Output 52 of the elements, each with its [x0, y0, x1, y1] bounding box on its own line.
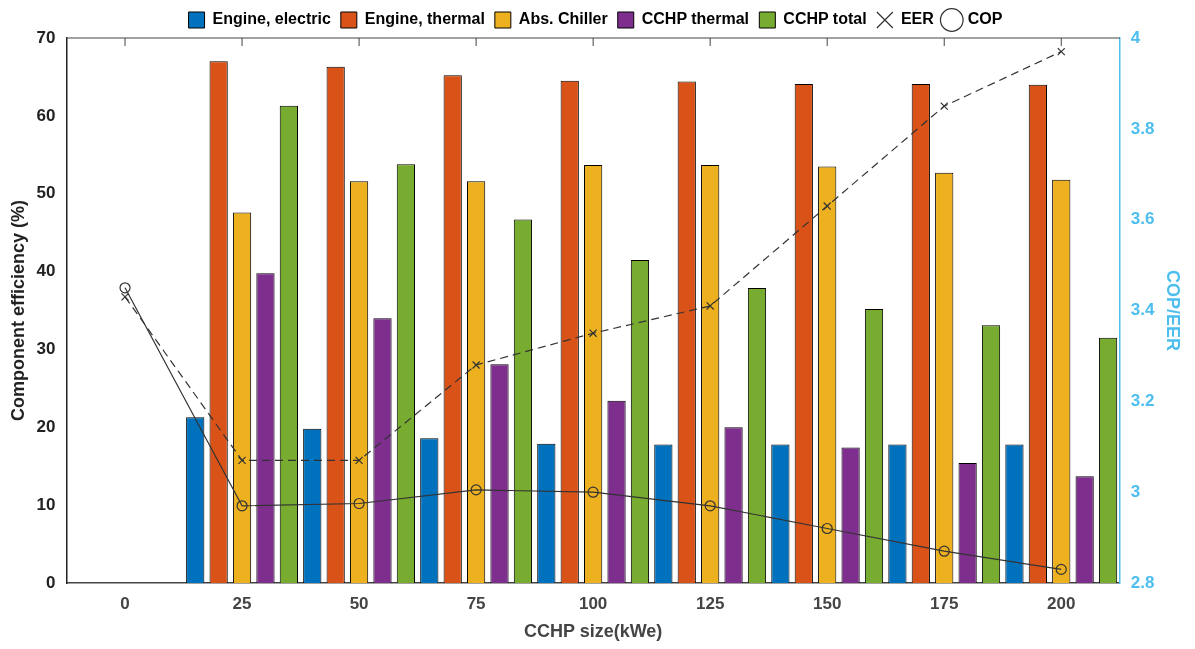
y-tick-label: 30	[36, 339, 56, 359]
legend-label: Engine, thermal	[364, 10, 485, 28]
point	[1057, 47, 1066, 56]
point	[704, 500, 716, 512]
y2-tick-label: 2.8	[1130, 572, 1155, 592]
point	[706, 301, 715, 311]
y2-tick-label: 3.2	[1130, 391, 1155, 411]
y2-tick-label: 3	[1130, 481, 1141, 501]
point	[589, 329, 598, 338]
x-tick-label: 150	[813, 593, 842, 613]
y-tick-label: 40	[36, 261, 56, 281]
y-tick-label: 50	[36, 183, 56, 203]
legend-label: COP	[967, 10, 1003, 28]
y-axis-title: Component efficiency (%)	[7, 199, 28, 422]
point	[354, 456, 364, 465]
y2-tick-label: 3.8	[1130, 118, 1155, 138]
legend-label: Engine, electric	[212, 10, 331, 28]
point	[120, 292, 130, 302]
point	[940, 101, 949, 111]
point	[470, 484, 482, 496]
point	[823, 201, 832, 211]
x-tick-label: 50	[349, 593, 369, 613]
point	[1055, 563, 1067, 575]
legend-label: EER	[900, 10, 935, 28]
x-axis-title: CCHP size(kWe)	[523, 621, 663, 642]
legend-label: Abs. Chiller	[518, 10, 608, 28]
y-tick-label: 20	[36, 416, 56, 436]
y-tick-label: 60	[36, 105, 56, 125]
x-tick-label: 25	[232, 593, 252, 613]
y-tick-label: 0	[46, 572, 56, 592]
legend-label: CCHP total	[783, 10, 867, 28]
x-tick-label: 125	[695, 593, 725, 613]
point	[236, 500, 248, 512]
point	[353, 497, 365, 510]
x-tick-label: 0	[120, 593, 130, 613]
point	[119, 282, 131, 294]
y2-tick-label: 3.6	[1130, 209, 1155, 229]
x-tick-label: 75	[466, 593, 486, 613]
x-tick-label: 100	[578, 593, 608, 613]
y2-axis-title: COP/EER	[1163, 269, 1184, 352]
point	[821, 522, 833, 535]
y-tick-label: 70	[36, 27, 56, 47]
y-tick-label: 10	[36, 494, 56, 514]
point	[587, 486, 599, 498]
y2-tick-label: 4	[1130, 27, 1141, 47]
legend-label: CCHP thermal	[641, 10, 750, 28]
y2-tick-label: 3.4	[1130, 300, 1155, 320]
point	[237, 456, 247, 465]
point	[938, 545, 950, 557]
x-tick-label: 200	[1047, 593, 1076, 613]
x-tick-label: 175	[930, 593, 959, 613]
point	[471, 360, 481, 370]
